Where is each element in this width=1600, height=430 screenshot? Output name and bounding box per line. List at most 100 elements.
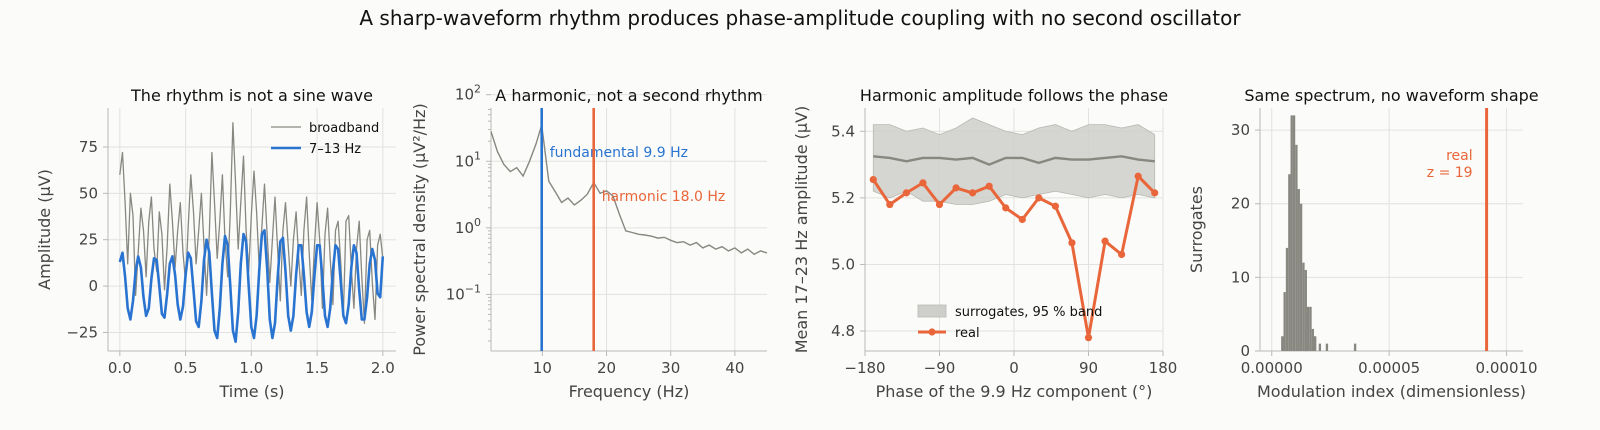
histogram-bar [1292, 115, 1296, 351]
legend-label: 7–13 Hz [309, 142, 361, 157]
real-point [1118, 250, 1126, 259]
y-tick-label: 101 [455, 149, 481, 170]
real-point [1051, 202, 1059, 210]
legend-label-real: real [955, 326, 980, 341]
histogram-bar [1306, 306, 1310, 351]
histogram-bar [1297, 189, 1300, 351]
x-axis-label: Time (s) [218, 382, 284, 401]
y-tick-label: 75 [79, 138, 98, 156]
y-axis-label: Power spectral density (µV²/Hz) [410, 103, 429, 355]
panels: 0.0 0.5 1.0 1.5 2.0 −25 0 25 50 75 The rhythm is n… [35, 83, 1539, 401]
series-line-filtered [118, 229, 385, 343]
figure-title: A sharp-waveform rhythm produces phase-a… [359, 6, 1241, 30]
real-label: real [1446, 148, 1473, 164]
y-tick-label: 4.8 [831, 322, 855, 340]
panel-title: Same spectrum, no waveform shape [1244, 86, 1538, 105]
real-point [1101, 237, 1109, 245]
real-point [935, 200, 944, 209]
real-point [1035, 194, 1043, 202]
histogram-bar [1285, 247, 1289, 351]
y-tick-label: 5.4 [831, 122, 855, 140]
y-tick-label: −25 [66, 323, 98, 341]
x-tick-label: 0.00000 [1241, 359, 1303, 377]
histogram-bar [1288, 174, 1291, 351]
real-point [1068, 239, 1076, 247]
x-tick-label: 0.5 [174, 359, 198, 377]
panel-3: −180 −90 0 90 180 4.8 5.0 5.2 5.4 Harmonic amplit… [792, 86, 1177, 401]
panel-4: 0.00000 0.00005 0.00010 0 10 20 30 Same spectru… [1187, 86, 1539, 401]
x-tick-label: 0.0 [108, 359, 132, 377]
series-line-broadband [119, 122, 384, 324]
histogram-bar [1302, 262, 1305, 351]
x-tick-label: 0 [1009, 359, 1019, 377]
legend-marker-real [928, 328, 936, 336]
psd-line [490, 124, 768, 256]
y-axis-label: Amplitude (µV) [35, 169, 54, 290]
real-point [902, 189, 910, 197]
y-tick-label: 25 [79, 231, 98, 249]
real-point [1084, 334, 1093, 342]
real-point [1002, 204, 1010, 212]
x-tick-label: 1.0 [239, 359, 263, 377]
panel-title: The rhythm is not a sine wave [130, 86, 373, 105]
real-point [1151, 189, 1159, 197]
x-tick-label: −90 [924, 359, 956, 377]
real-point [886, 200, 894, 209]
histogram-bar [1353, 343, 1357, 351]
x-tick-label: 0.00005 [1358, 359, 1420, 377]
legend-label-band: surrogates, 95 % band [955, 305, 1102, 320]
surrogate-band [872, 117, 1156, 205]
x-tick-label: 2.0 [371, 359, 395, 377]
surrogate-mean-line [873, 155, 1155, 166]
y-axis-label: Mean 17–23 Hz amplitude (µV) [792, 106, 811, 354]
y-tick-label: 10−1 [446, 282, 481, 303]
y-tick-label: 0 [88, 277, 98, 295]
x-tick-label: 20 [597, 359, 616, 377]
x-axis-label: Frequency (Hz) [569, 382, 690, 401]
legend-swatch-band [917, 304, 947, 318]
x-tick-label: 180 [1149, 359, 1178, 377]
x-tick-label: 30 [661, 359, 680, 377]
fundamental-label: fundamental 9.9 Hz [550, 145, 688, 161]
panel-2: 10 20 30 40 10−1 100 101 102 A harmonic, not a s… [410, 83, 768, 401]
y-axis-label: Surrogates [1187, 186, 1206, 273]
panel-title: Harmonic amplitude follows the phase [860, 86, 1168, 105]
histogram-bar [1311, 328, 1315, 351]
x-tick-label: 40 [725, 359, 744, 377]
real-point [952, 184, 960, 192]
histogram-bar [1314, 336, 1317, 351]
y-tick-label: 20 [1231, 195, 1250, 213]
real-point [919, 179, 927, 187]
z-score-label: z = 19 [1427, 165, 1473, 181]
y-tick-label: 10 [1231, 268, 1250, 286]
y-tick-label: 100 [455, 216, 481, 237]
histogram-bar [1290, 115, 1293, 351]
y-tick-label: 30 [1231, 121, 1250, 139]
panel-1: 0.0 0.5 1.0 1.5 2.0 −25 0 25 50 75 The rhythm is n… [35, 86, 396, 401]
panel-title: A harmonic, not a second rhythm [495, 86, 762, 105]
x-tick-label: 10 [533, 359, 552, 377]
histogram-bar [1318, 343, 1322, 351]
x-tick-label: −180 [844, 359, 885, 377]
y-tick-label: 0 [1240, 342, 1250, 360]
real-point [1134, 172, 1142, 180]
y-tick-label: 5.2 [831, 189, 855, 207]
real-point [969, 189, 977, 197]
histogram-bar [1299, 203, 1303, 351]
x-tick-label: 0.00010 [1476, 359, 1538, 377]
x-axis-label: Phase of the 9.9 Hz component (°) [876, 382, 1153, 401]
y-tick-label: 102 [455, 83, 481, 104]
y-tick-label: 5.0 [831, 255, 855, 273]
real-point [985, 182, 993, 190]
x-tick-label: 1.5 [305, 359, 329, 377]
real-point [869, 175, 877, 184]
x-axis-label: Modulation index (dimensionless) [1257, 382, 1526, 401]
histogram-bar [1325, 343, 1329, 351]
y-tick-label: 50 [79, 184, 98, 202]
histogram-bar [1295, 144, 1298, 351]
legend-label: broadband [309, 121, 379, 136]
real-point [1018, 215, 1026, 224]
histogram-bar [1281, 336, 1284, 351]
histogram-bar [1283, 292, 1286, 351]
